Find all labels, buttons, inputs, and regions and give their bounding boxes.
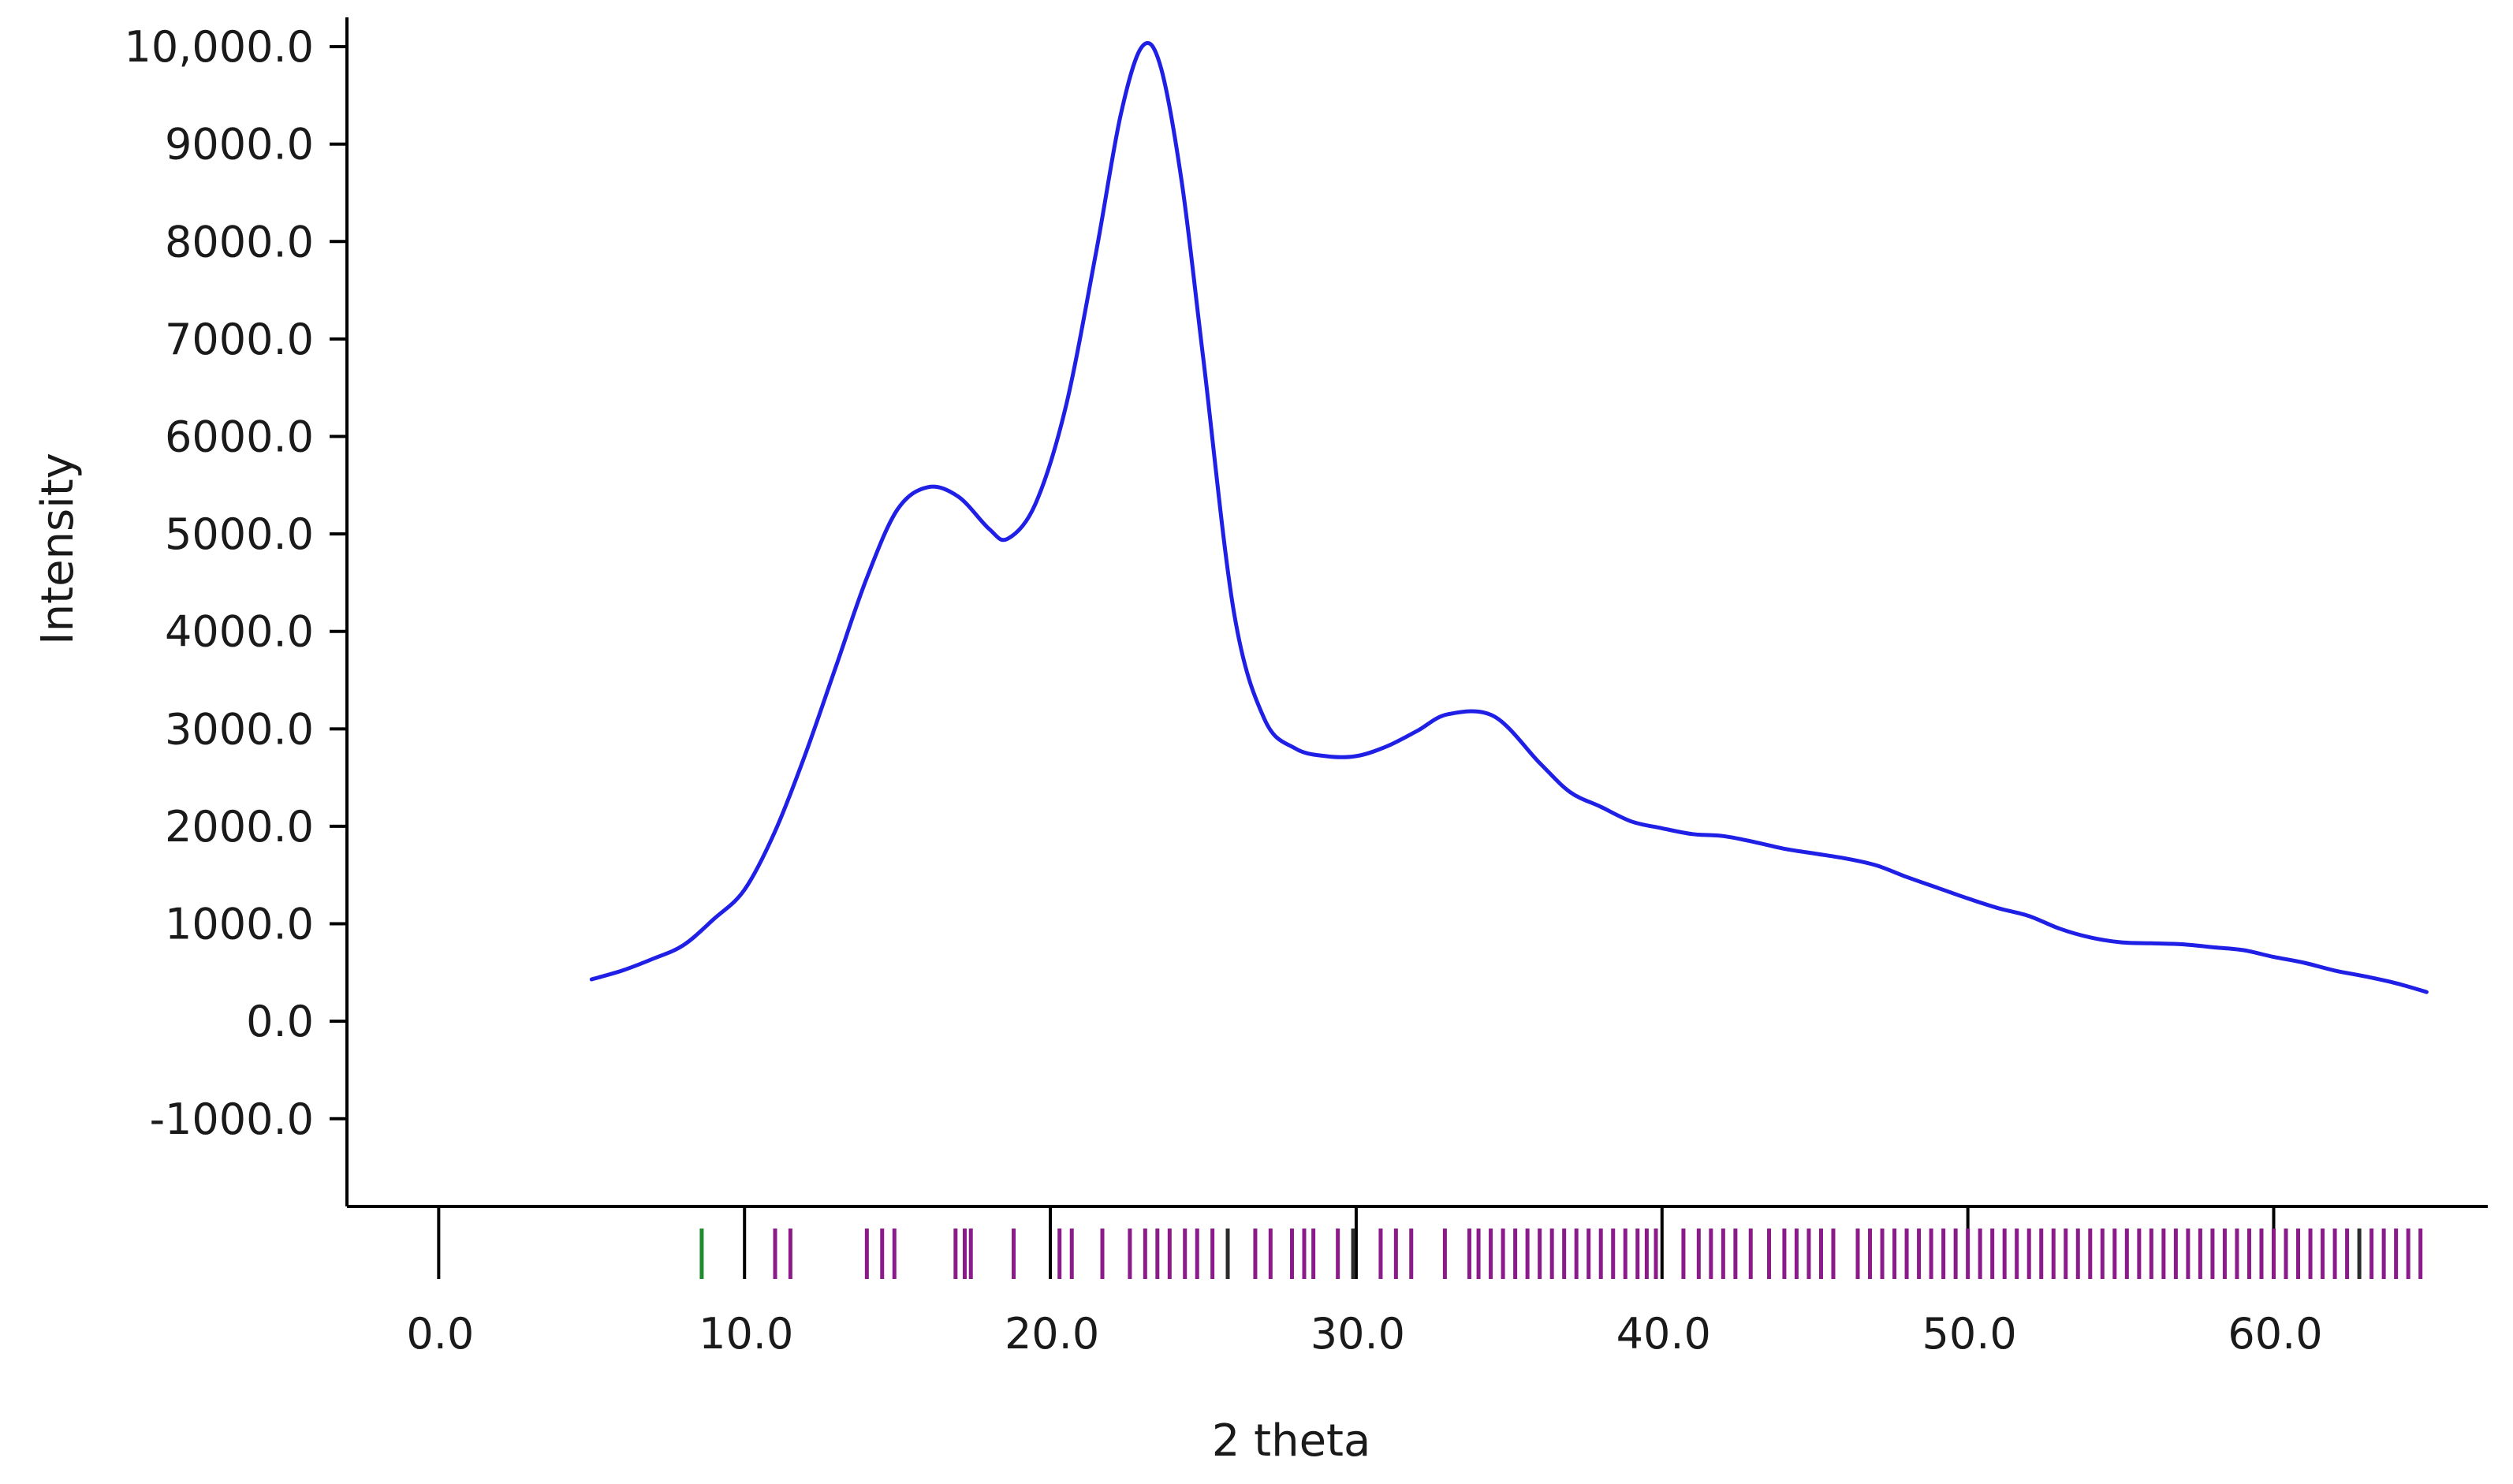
- x-tick-label: 0.0: [406, 1309, 474, 1359]
- y-ticks: 10,000.0 9000.0 8000.0 7000.0 6000.0 5000.0 40…: [125, 22, 347, 1144]
- y-tick-label: 9000.0: [165, 120, 314, 170]
- x-tick-label: 60.0: [2228, 1309, 2322, 1359]
- x-tick-label: 10.0: [699, 1309, 793, 1359]
- y-tick-label: -1000.0: [150, 1094, 314, 1144]
- y-axis: 10,000.0 9000.0 8000.0 7000.0 6000.0 5000.0 40…: [125, 17, 349, 1206]
- y-tick-label: 5000.0: [165, 509, 314, 559]
- series-line: [589, 41, 2429, 994]
- x-tick-label: 20.0: [1005, 1309, 1099, 1359]
- x-tick-label: 30.0: [1311, 1309, 1405, 1359]
- x-axis-label: 2 theta: [1212, 1415, 1371, 1467]
- y-tick-label: 2000.0: [165, 802, 314, 852]
- y-tick-label: 6000.0: [165, 412, 314, 462]
- x-axis: 0.0 10.0 20.0 30.0 40.0 50.0 60.0: [347, 1205, 2488, 1359]
- y-tick-label: 4000.0: [165, 607, 314, 657]
- y-tick-label: 10,000.0: [125, 22, 314, 72]
- x-tick-label: 40.0: [1616, 1309, 1711, 1359]
- reflection-markers: [699, 1229, 2423, 1279]
- y-axis-label: Intensity: [32, 453, 84, 645]
- x-ticks: 0.0 10.0 20.0 30.0 40.0 50.0 60.0: [406, 1206, 2323, 1359]
- y-tick-label: 0.0: [246, 997, 314, 1046]
- y-tick-label: 1000.0: [165, 900, 314, 949]
- y-tick-label: 7000.0: [165, 315, 314, 364]
- y-tick-label: 8000.0: [165, 217, 314, 267]
- y-tick-label: 3000.0: [165, 704, 314, 754]
- x-tick-label: 50.0: [1922, 1309, 2017, 1359]
